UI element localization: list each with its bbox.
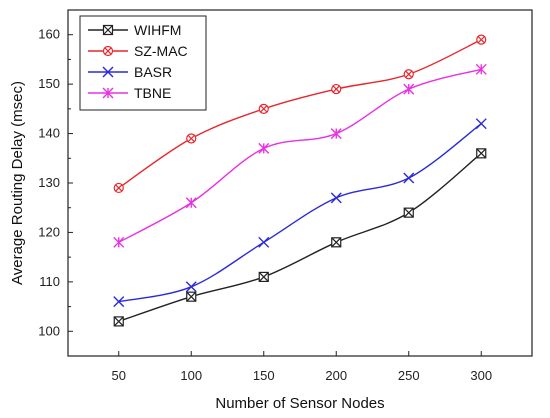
- data-point-sz-mac: [476, 34, 487, 45]
- data-point-tbne: [475, 63, 487, 75]
- legend-marker-wihfm: [102, 24, 114, 36]
- data-point-basr: [258, 236, 270, 248]
- data-point-sz-mac: [403, 69, 414, 80]
- legend-label-wihfm: WIHFM: [134, 22, 181, 38]
- legend-label-basr: BASR: [134, 64, 172, 80]
- data-point-wihfm: [403, 207, 414, 218]
- data-point-basr: [185, 281, 197, 293]
- data-point-tbne: [258, 142, 270, 154]
- series-line-tbne: [118, 68, 482, 243]
- legend-label-sz-mac: SZ-MAC: [134, 43, 188, 59]
- y-tick-label: 100: [38, 323, 60, 338]
- data-point-wihfm: [186, 291, 197, 302]
- x-tick-label: 250: [398, 368, 420, 383]
- data-point-tbne: [330, 128, 342, 140]
- x-tick-label: 50: [112, 368, 126, 383]
- y-tick-label: 140: [38, 126, 60, 141]
- y-tick-label: 120: [38, 224, 60, 239]
- legend-label-tbne: TBNE: [134, 85, 171, 101]
- data-point-sz-mac: [186, 133, 197, 144]
- legend-marker-sz-mac: [102, 45, 114, 57]
- data-point-tbne: [403, 83, 415, 95]
- data-point-basr: [330, 192, 342, 204]
- series-line-basr: [118, 123, 482, 303]
- data-point-wihfm: [258, 271, 269, 283]
- data-point-wihfm: [113, 316, 124, 327]
- legend-marker-tbne: [102, 87, 114, 99]
- x-tick-label: 300: [470, 368, 492, 383]
- x-tick-label: 200: [325, 368, 347, 383]
- y-tick-label: 160: [38, 27, 60, 42]
- legend: WIHFM SZ-MAC BASR TBNE: [79, 15, 207, 111]
- data-point-sz-mac: [331, 83, 342, 95]
- legend-marker-basr: [102, 66, 114, 78]
- data-point-wihfm: [476, 148, 487, 159]
- series-line-sz-mac: [118, 39, 482, 189]
- x-axis-title: Number of Sensor Nodes: [215, 395, 384, 412]
- series-layer: [113, 34, 487, 327]
- data-point-basr: [475, 118, 487, 130]
- data-point-sz-mac: [258, 103, 269, 114]
- data-point-sz-mac: [113, 182, 124, 194]
- y-axis-title: Average Routing Delay (msec): [9, 81, 26, 285]
- data-point-basr: [403, 172, 415, 184]
- axis-ticks: 50 100 150 200 250 300 100 110 120 130 140 150 160: [38, 27, 492, 383]
- legend-box: [79, 15, 207, 111]
- y-tick-label: 150: [38, 76, 60, 91]
- data-point-tbne: [113, 236, 125, 248]
- y-tick-label: 110: [39, 274, 60, 289]
- data-point-tbne: [185, 197, 197, 209]
- series-line-wihfm: [118, 152, 482, 323]
- x-tick-label: 100: [180, 368, 202, 383]
- x-tick-label: 150: [253, 368, 275, 383]
- data-point-wihfm: [331, 237, 342, 248]
- y-tick-label: 130: [38, 175, 60, 190]
- data-point-basr: [113, 296, 125, 308]
